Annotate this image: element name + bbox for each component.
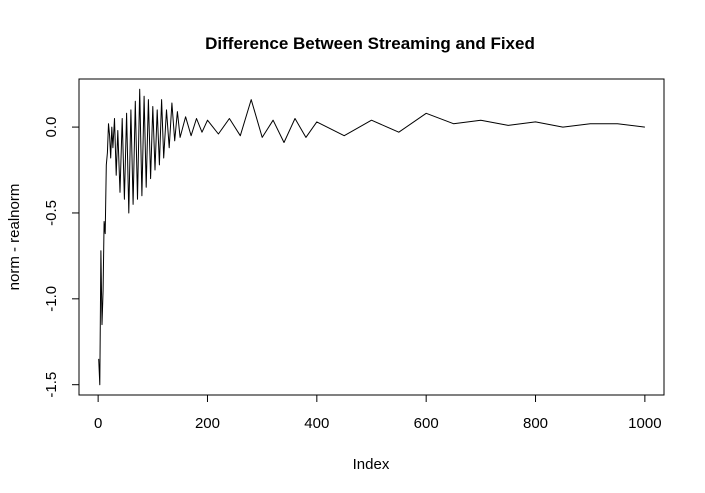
chart-title: Difference Between Streaming and Fixed (205, 34, 535, 53)
x-tick-label: 600 (414, 415, 439, 432)
y-axis-label: norm - realnorm (6, 184, 23, 291)
x-tick-label: 0 (94, 415, 102, 432)
y-tick-label: -1.5 (43, 372, 60, 398)
x-tick-label: 200 (195, 415, 220, 432)
plot-frame (78, 78, 665, 396)
x-axis: 0 200 400 600 800 1000 (94, 394, 662, 432)
y-tick-label: 0.0 (43, 117, 60, 138)
series-layer (98, 88, 645, 386)
x-tick-label: 1000 (628, 415, 661, 432)
y-axis: -1.5 -1.0 -0.5 0.0 (43, 117, 80, 398)
x-tick-label: 800 (523, 415, 548, 432)
x-tick-label: 400 (304, 415, 329, 432)
y-tick-label: -1.0 (43, 286, 60, 312)
series-line (98, 88, 645, 386)
x-axis-label: Index (353, 456, 390, 473)
y-tick-label: -0.5 (43, 200, 60, 226)
